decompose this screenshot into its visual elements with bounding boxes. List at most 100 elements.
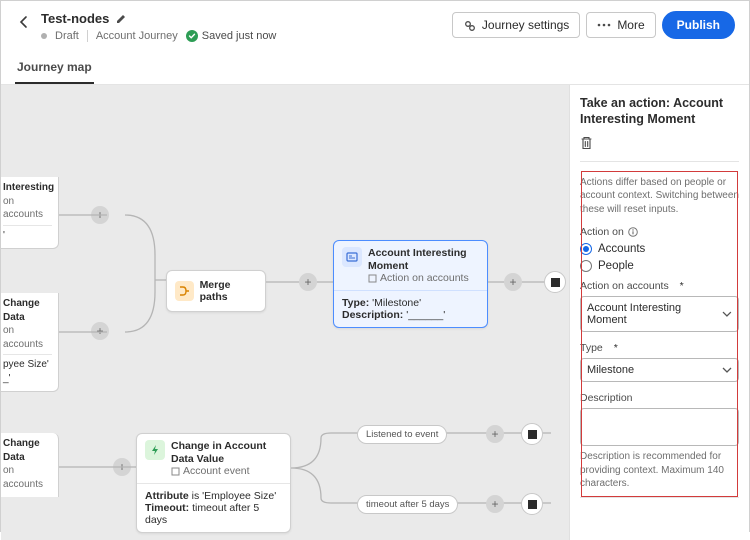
timeout-label: Timeout: — [145, 502, 189, 514]
frag-tail: ' — [3, 225, 52, 243]
event-icon — [145, 440, 165, 460]
frag-title: Change Data — [3, 297, 52, 324]
panel-hint: Actions differ based on people or accoun… — [580, 176, 739, 217]
selected-node-sub: Action on accounts — [380, 272, 469, 284]
edit-icon[interactable] — [115, 13, 127, 25]
panel-title: Take an action: Account Interesting Mome… — [580, 95, 739, 128]
type-select-value: Milestone — [587, 364, 634, 376]
change-event-sub: Account event — [183, 465, 250, 477]
frag-title: Change Data — [3, 437, 52, 464]
back-button[interactable] — [15, 13, 33, 31]
header-left: Test-nodes Draft Account Journey Saved j… — [15, 11, 276, 42]
merge-label: Merge paths — [200, 279, 257, 303]
accounts-icon — [171, 467, 180, 476]
desc-value: '______' — [406, 309, 445, 321]
status-text: Draft — [55, 30, 79, 42]
type-value: 'Milestone' — [372, 297, 421, 309]
end-node[interactable] — [521, 493, 543, 515]
workspace: Interesting on accounts ' Change Data on… — [1, 85, 749, 540]
frag-sub: on accounts — [3, 324, 52, 351]
radio-people[interactable]: People — [580, 260, 739, 272]
add-node-button[interactable]: + — [486, 425, 504, 443]
trash-icon — [580, 136, 593, 150]
more-label: More — [617, 18, 644, 32]
frag-title: Interesting — [3, 181, 52, 195]
frag-sub: on accounts — [3, 195, 52, 222]
status-dot — [41, 33, 47, 39]
add-node-button[interactable]: + — [91, 206, 109, 224]
action-accounts-value: Account Interesting Moment — [587, 302, 722, 326]
frag-sub: on accounts — [3, 464, 52, 491]
add-node-button[interactable]: + — [113, 458, 131, 476]
radio-people-label: People — [598, 260, 634, 272]
chevron-down-icon — [722, 311, 732, 317]
publish-button[interactable]: Publish — [662, 11, 735, 39]
info-icon[interactable] — [628, 227, 638, 237]
tab-journey-map[interactable]: Journey map — [15, 52, 94, 84]
desc-label: Description: — [342, 309, 403, 321]
node-fragment-change1[interactable]: Change Data on accounts pyee Size' _' — [1, 293, 59, 392]
merge-icon — [175, 281, 194, 301]
divider — [580, 161, 739, 162]
frag-a: pyee Size' — [3, 358, 52, 372]
node-fragment-change2[interactable]: Change Data on accounts — [1, 433, 59, 497]
title-block: Test-nodes Draft Account Journey Saved j… — [41, 11, 276, 42]
canvas[interactable]: Interesting on accounts ' Change Data on… — [1, 85, 569, 540]
meta-row: Draft Account Journey Saved just now — [41, 30, 276, 42]
connector — [59, 180, 169, 350]
action-accounts-select[interactable]: Account Interesting Moment — [580, 296, 739, 332]
change-event-node[interactable]: Change in Account Data Value Account eve… — [136, 433, 291, 533]
journey-settings-button[interactable]: Journey settings — [452, 12, 580, 38]
saved-text: Saved just now — [202, 30, 277, 42]
tabs: Journey map — [1, 52, 749, 85]
selected-node-name: Account Interesting Moment — [368, 247, 479, 272]
more-icon — [597, 23, 611, 27]
description-textarea[interactable] — [580, 408, 739, 446]
chevron-down-icon — [722, 367, 732, 373]
accounts-icon — [368, 274, 377, 283]
selected-action-node[interactable]: Account Interesting Moment Action on acc… — [333, 240, 488, 328]
add-node-button[interactable]: + — [299, 273, 317, 291]
action-accounts-label: Action on accounts * — [580, 280, 739, 292]
add-node-button[interactable]: + — [91, 322, 109, 340]
properties-panel: Take an action: Account Interesting Mome… — [569, 85, 749, 540]
radio-icon — [580, 243, 592, 255]
journey-title: Test-nodes — [41, 11, 109, 26]
check-circle-icon — [186, 30, 198, 42]
type-field-label: Type * — [580, 342, 739, 354]
attr-value: is 'Employee Size' — [192, 490, 277, 502]
gear-icon — [463, 19, 476, 32]
description-hint: Description is recommended for providing… — [580, 450, 739, 491]
action-on-label: Action on — [580, 226, 739, 238]
merge-paths-node[interactable]: Merge paths — [166, 270, 266, 312]
journey-settings-label: Journey settings — [482, 18, 569, 32]
add-node-button[interactable]: + — [504, 273, 522, 291]
frag-b: _' — [3, 372, 52, 386]
change-event-name: Change in Account Data Value — [171, 440, 282, 465]
type-label: Type: — [342, 297, 369, 309]
title-row: Test-nodes — [41, 11, 276, 26]
branch-timeout-pill[interactable]: timeout after 5 days — [357, 495, 458, 514]
separator — [87, 30, 88, 42]
app-header: Test-nodes Draft Account Journey Saved j… — [1, 1, 749, 42]
radio-accounts-label: Accounts — [598, 243, 645, 255]
branch-listened-pill[interactable]: Listened to event — [357, 425, 447, 444]
node-fragment-interesting[interactable]: Interesting on accounts ' — [1, 177, 59, 249]
more-button[interactable]: More — [586, 12, 655, 38]
radio-icon — [580, 260, 592, 272]
journey-type: Account Journey — [96, 30, 178, 42]
description-label: Description — [580, 392, 739, 404]
highlighted-region: Actions differ based on people or accoun… — [580, 170, 739, 498]
attr-label: Attribute — [145, 490, 189, 502]
action-icon — [342, 247, 362, 267]
delete-node-button[interactable] — [580, 136, 739, 153]
end-node[interactable] — [544, 271, 566, 293]
add-node-button[interactable]: + — [486, 495, 504, 513]
end-node[interactable] — [521, 423, 543, 445]
header-right: Journey settings More Publish — [452, 11, 735, 39]
radio-accounts[interactable]: Accounts — [580, 243, 739, 255]
type-select[interactable]: Milestone — [580, 358, 739, 382]
publish-label: Publish — [677, 18, 720, 32]
divider — [580, 497, 739, 498]
saved-indicator: Saved just now — [186, 30, 277, 42]
